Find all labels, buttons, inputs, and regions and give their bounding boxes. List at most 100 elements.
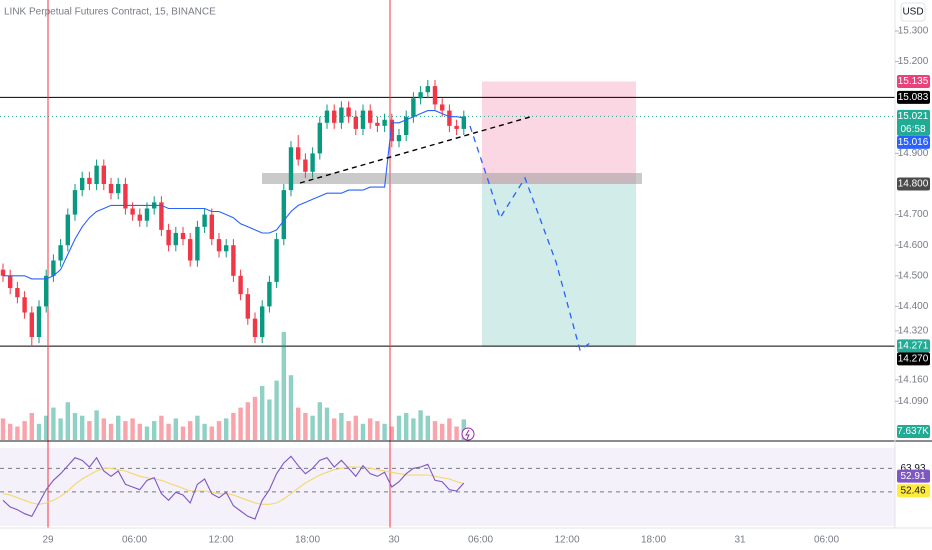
volume-bar [375,421,380,440]
volume-bar [209,426,214,440]
candle-body [245,294,250,319]
candle-body [288,147,294,191]
candle-body [202,214,207,227]
price-marker-label: 15.135 [898,76,929,87]
candle-body [310,153,315,172]
volume-bar [0,418,6,440]
volume-bar [303,413,308,440]
volume-marker [897,425,930,438]
volume-bar [260,386,265,440]
volume-bar [346,421,351,440]
volume-bar [231,413,236,440]
alert-icon[interactable] [461,427,475,441]
alert-icon-bolt [465,429,470,440]
volume-bar [389,426,394,440]
price-tick-label: 15.300 [898,26,929,37]
trend-line [299,116,531,184]
candle-body [360,110,366,129]
candle-body [317,122,322,154]
volume-bar [202,423,207,440]
candle-body [195,226,200,261]
volume-bar [274,380,279,440]
price-marker [897,352,930,366]
volume-bar [339,413,344,440]
candle-body [396,135,402,142]
price-tick-label: 14.400 [898,301,929,312]
volume-bar [353,415,358,440]
candle-body [51,260,56,276]
volume-bar [404,413,409,440]
candle-body [22,297,27,313]
volume-bar [58,418,63,440]
volume-bar [29,413,34,440]
volume-bar [281,332,286,440]
candle-body [303,159,308,172]
resistance-zone [262,173,642,184]
rsi-marker-label: 52.91 [900,471,925,482]
candle-body [267,281,272,307]
candle-body [216,239,222,252]
volume-bar [65,402,70,440]
candle-body [382,119,387,126]
candle-body [346,107,351,117]
volume-bar [22,421,27,440]
price-marker-label: 14.271 [898,341,929,352]
volume-bar [44,415,49,440]
candle-body [339,107,344,123]
candle-body [224,245,229,252]
candle-body [80,177,85,191]
price-marker-label: 15.083 [898,92,929,103]
candle-body [454,125,459,129]
price-marker-label: 14.270 [898,354,929,365]
candle-body [58,245,63,261]
volume-bar [188,421,193,440]
volume-bar [180,426,186,440]
candle-body [418,92,423,99]
rsi-ma [2,466,464,505]
candle-body [447,110,452,126]
volume-bar [152,421,157,440]
volume-bar [454,426,459,440]
currency-button[interactable] [900,2,926,22]
candle-body [238,275,243,295]
volume-bar [411,418,416,440]
candle-body [461,116,466,129]
candle-body [137,214,142,221]
volume-bar [245,402,250,440]
volume-bar [447,418,452,440]
candle-body [353,116,358,129]
candle-body [130,208,135,215]
volume-bar [195,415,200,440]
volume-bar [432,421,438,440]
candle-body [116,184,121,194]
stop-zone [482,81,636,184]
candle-body [8,275,13,289]
volume-bar [288,375,294,440]
price-tick-label: 14.500 [898,270,929,281]
candle-body [252,318,258,337]
candle-body [36,306,42,337]
rsi-level-label: 63.93 [900,463,925,474]
volume-bar [123,421,128,440]
price-marker [897,135,930,149]
volume-bar [310,415,315,440]
volume-bar [173,418,178,440]
price-marker [897,109,930,136]
candle-body [44,275,49,307]
rsi-marker-label: 52.46 [900,485,925,496]
volume-bar [238,407,243,440]
candle-body [173,232,178,246]
candle-body [72,190,78,215]
volume-bar [324,407,330,440]
candle-body [274,239,279,282]
moving-average [3,110,464,280]
volume-bar [360,423,366,440]
price-marker [897,177,930,191]
price-tick-label: 14.600 [898,240,929,251]
candle-body [281,190,286,240]
time-label: 06:00 [122,535,147,546]
volume-bar [267,399,272,440]
price-tick-label: 14.900 [898,148,929,159]
time-label: 12:00 [208,535,233,546]
volume-bar [396,415,402,440]
